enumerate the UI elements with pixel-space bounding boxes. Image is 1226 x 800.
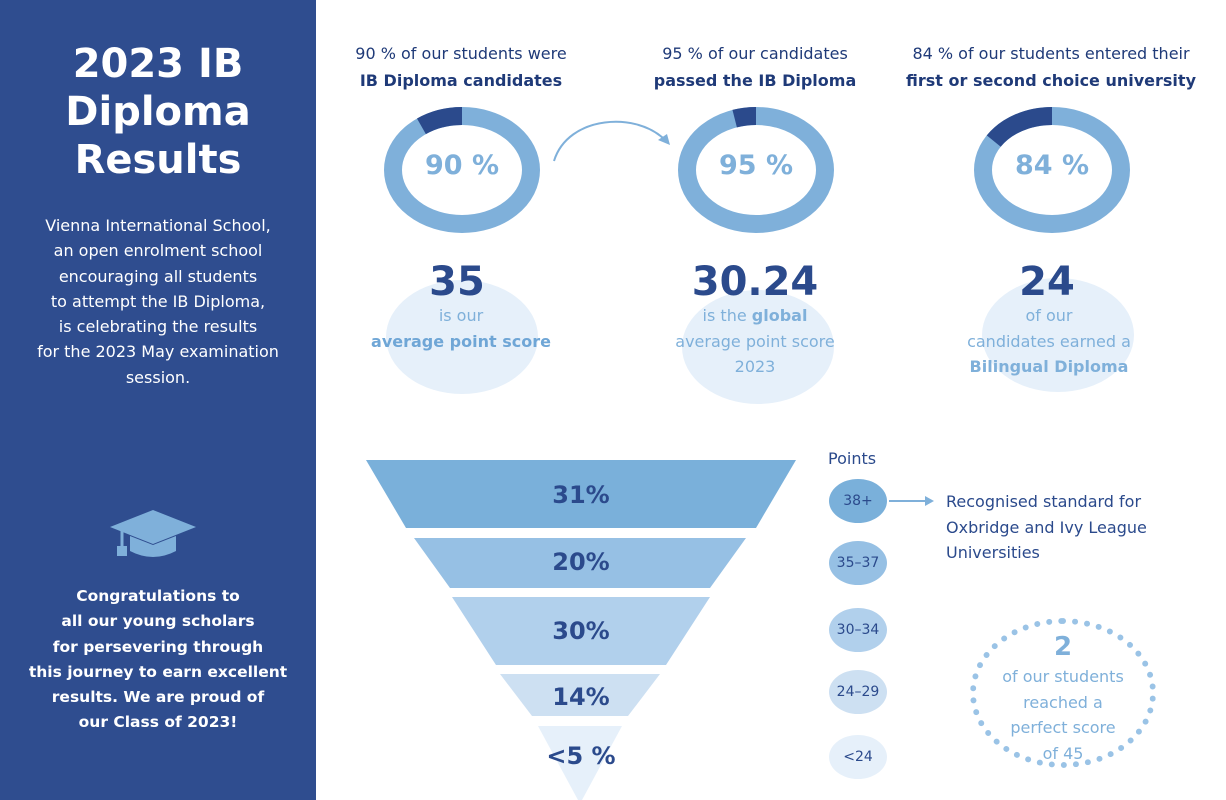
perfect-score-caption: of our students reached a perfect score … xyxy=(970,664,1156,766)
perfect-score-circle xyxy=(970,618,1156,768)
graduation-cap-icon xyxy=(110,510,196,557)
stat-heading-candidates: 90 % of our students were IB Diploma can… xyxy=(311,40,611,94)
title-line: 2023 IB xyxy=(72,41,244,87)
donut-ring xyxy=(974,107,1130,233)
bilingual-caption: of our candidates earned a Bilingual Dip… xyxy=(899,303,1199,380)
donut-chart-passed: 95 % xyxy=(676,107,836,233)
note-line: Oxbridge and Ivy League xyxy=(946,517,1147,537)
title-line: Diploma xyxy=(65,89,251,135)
note-line: Recognised standard for xyxy=(946,492,1142,511)
donut-remainder-segment xyxy=(986,107,1053,148)
intro-line: to attempt the IB Diploma, xyxy=(50,291,266,311)
caption-part: is the xyxy=(702,306,752,325)
points-badge: 38+ xyxy=(829,479,887,523)
congrats-line: our Class of 2023! xyxy=(78,713,238,732)
caption-line: average point score xyxy=(371,331,551,351)
intro-line: encouraging all students xyxy=(58,266,258,286)
title-line: Results xyxy=(74,137,242,183)
congratulations-text: Congratulations to all our young scholar… xyxy=(0,584,316,736)
donut-label: 95 % xyxy=(718,150,794,181)
funnel-label: <5 % xyxy=(546,742,616,770)
points-badge: 30–34 xyxy=(829,608,887,652)
average-score-number: 35 xyxy=(429,259,485,305)
caption-part: global xyxy=(751,306,808,325)
funnel-label: 31% xyxy=(552,481,610,509)
global-average-caption: is the global average point score 2023 xyxy=(605,303,905,380)
congrats-line: this journey to earn excellent xyxy=(28,662,288,681)
donut-label: 90 % xyxy=(424,150,500,181)
donut-remainder-segment xyxy=(732,107,757,128)
congrats-line: Congratulations to xyxy=(76,587,240,605)
bubble-background xyxy=(386,280,538,394)
caption-line: 2023 xyxy=(734,357,776,376)
stat-heading-line: 84 % of our students entered their xyxy=(912,44,1190,63)
stat-heading-line: IB Diploma candidates xyxy=(359,71,563,90)
funnel-label: 20% xyxy=(552,548,610,576)
caption-line: reached a xyxy=(1023,692,1103,712)
congrats-line: all our young scholars xyxy=(61,612,255,631)
stat-heading-university: 84 % of our students entered their first… xyxy=(901,40,1201,94)
oxbridge-note: Recognised standard for Oxbridge and Ivy… xyxy=(946,489,1216,566)
caption-line: average point score xyxy=(675,331,835,351)
bubble-background xyxy=(682,290,834,404)
sidebar: 2023 IB Diploma Results Vienna Internati… xyxy=(0,0,316,800)
congrats-line: for persevering through xyxy=(52,637,264,656)
caption-line: is our xyxy=(438,306,484,325)
intro-line: Vienna International School, xyxy=(45,216,271,235)
oxbridge-arrow-head xyxy=(925,496,934,506)
stat-heading-line: first or second choice university xyxy=(906,71,1196,90)
points-badge: <24 xyxy=(829,735,887,779)
curved-arrow-icon xyxy=(553,120,670,162)
caption-line: of our xyxy=(1025,306,1073,325)
intro-line: session. xyxy=(125,367,191,387)
global-average-number: 30.24 xyxy=(691,259,819,305)
bubble-background xyxy=(982,278,1134,392)
donut-label: 84 % xyxy=(1014,150,1090,181)
donut-chart-university: 84 % xyxy=(972,107,1132,233)
note-line: Universities xyxy=(946,543,1040,562)
funnel-label: 30% xyxy=(552,617,610,645)
funnel-label: 14% xyxy=(552,683,610,711)
stat-heading-passed: 95 % of our candidates passed the IB Dip… xyxy=(605,40,905,94)
caption-line: of 45 xyxy=(1042,743,1084,763)
stat-heading-line: 90 % of our students were xyxy=(355,44,567,63)
stat-heading-line: 95 % of our candidates xyxy=(662,44,848,63)
caption-line: candidates earned a xyxy=(967,331,1131,351)
stat-heading-line: passed the IB Diploma xyxy=(653,71,857,90)
points-badge: 24–29 xyxy=(829,670,887,714)
perfect-score-number: 2 xyxy=(1053,632,1073,662)
caption-line: is the global xyxy=(605,303,905,329)
average-score-caption: is our average point score xyxy=(311,303,611,354)
intro-line: is celebrating the results xyxy=(58,317,258,337)
points-badge: 35–37 xyxy=(829,541,887,585)
caption-line: of our students xyxy=(1002,667,1124,686)
intro-text: Vienna International School, an open enr… xyxy=(0,213,316,390)
page-title: 2023 IB Diploma Results xyxy=(0,40,316,184)
congrats-line: results. We are proud of xyxy=(51,688,265,707)
donut-remainder-segment xyxy=(416,107,463,135)
donut-ring xyxy=(678,107,834,233)
caption-line: perfect score xyxy=(1010,718,1116,737)
caption-line: Bilingual Diploma xyxy=(969,357,1129,376)
donut-chart-candidates: 90 % xyxy=(382,107,542,233)
bilingual-count-number: 24 xyxy=(1019,259,1075,305)
intro-line: an open enrolment school xyxy=(53,241,263,261)
intro-line: for the 2023 May examination xyxy=(37,342,279,362)
donut-ring xyxy=(384,107,540,233)
points-heading: Points xyxy=(828,449,877,468)
